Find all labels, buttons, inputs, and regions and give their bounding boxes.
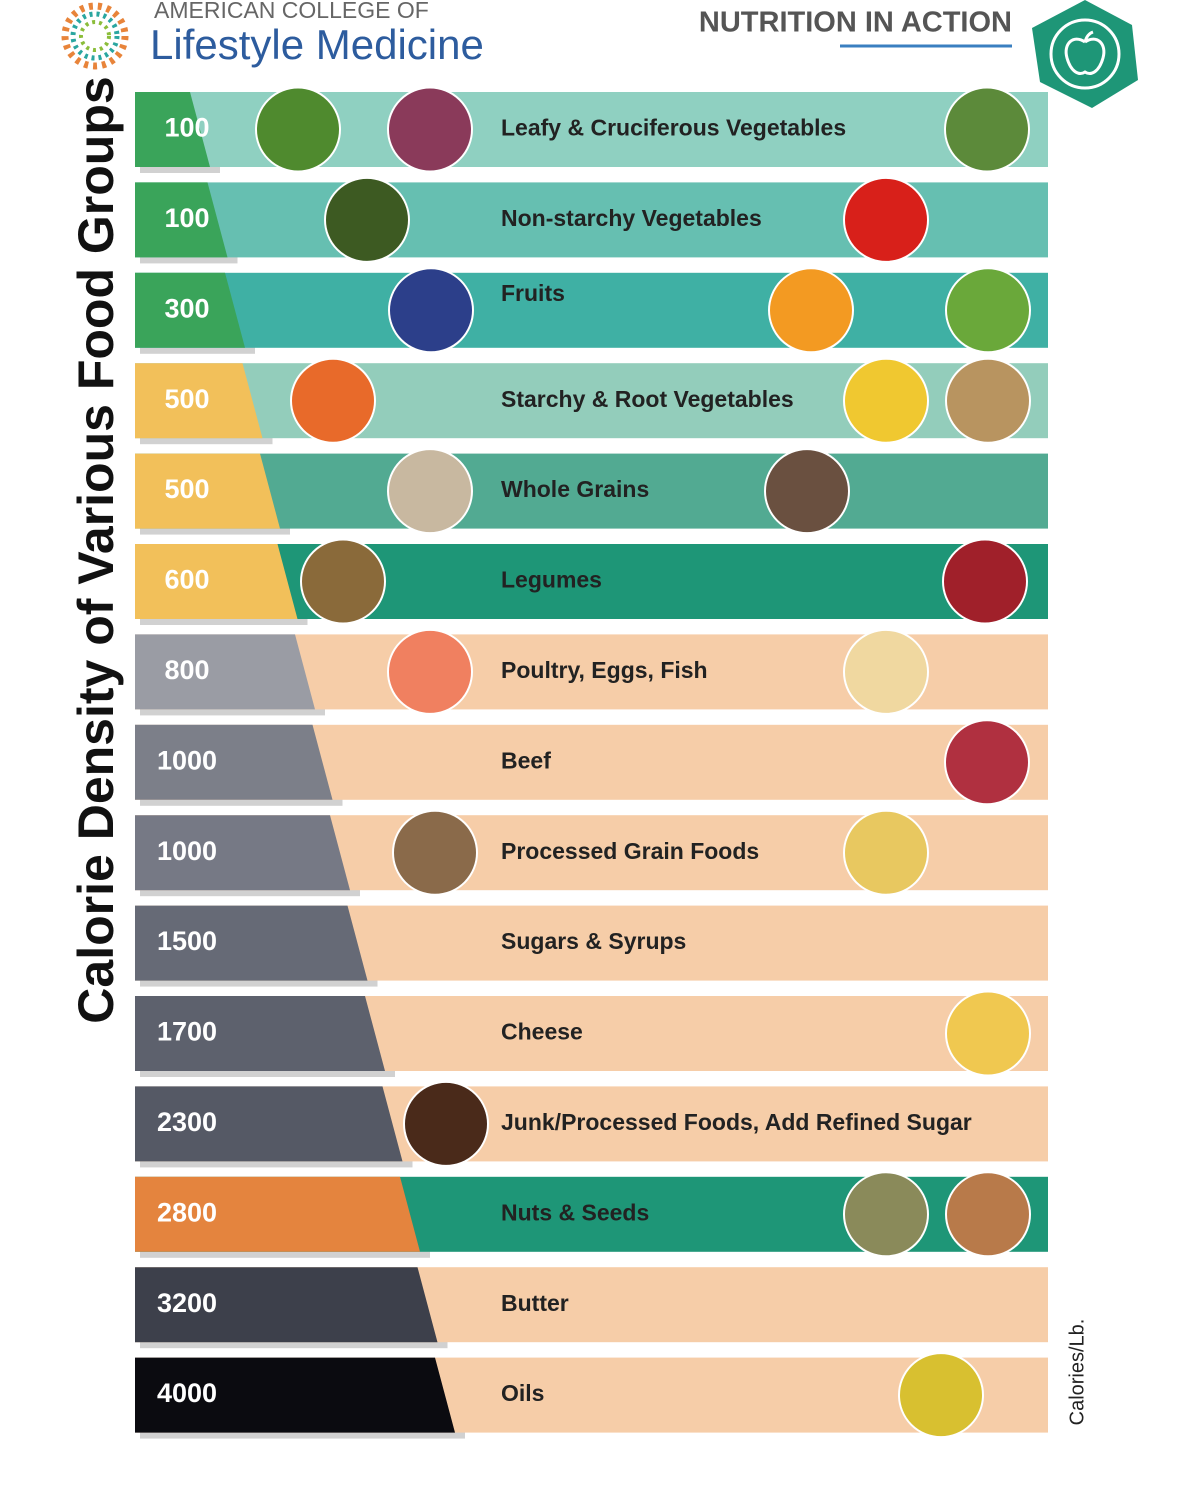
unit-label: Calories/Lb. (1066, 1319, 1088, 1426)
value-block (135, 905, 368, 981)
value-block (135, 815, 350, 891)
food-photo (843, 809, 929, 896)
food-group: Nuts & Seeds (501, 1199, 649, 1225)
food-photo (768, 267, 854, 354)
food-photo (403, 1080, 489, 1167)
calorie-value: 1000 (157, 836, 217, 866)
value-block (135, 272, 245, 348)
row-band (135, 453, 1048, 529)
calorie-value: 4000 (157, 1378, 217, 1408)
calorie-value: 600 (164, 565, 209, 595)
calorie-value: 100 (164, 203, 209, 233)
food-group: Legumes (501, 567, 602, 593)
food-photo (945, 357, 1031, 444)
food-photo (387, 628, 473, 715)
food-group: Oils (501, 1380, 544, 1406)
value-block (135, 1267, 438, 1343)
calorie-value: 1000 (157, 745, 217, 775)
food-photo (942, 538, 1028, 625)
calorie-value: 300 (164, 293, 209, 323)
calorie-value: 3200 (157, 1288, 217, 1318)
food-group: Fruits (501, 280, 565, 306)
food-group: Beef (501, 747, 551, 773)
food-photo (387, 448, 473, 535)
food-group: Leafy & Cruciferous Vegetables (501, 115, 846, 141)
logo-dots (61, 2, 129, 70)
value-block (135, 453, 280, 529)
value-block (135, 1357, 455, 1433)
food-photo (324, 176, 410, 263)
calorie-value: 2300 (157, 1107, 217, 1137)
row-band (135, 272, 1048, 348)
food-photo (387, 86, 473, 173)
food-photo (843, 357, 929, 444)
food-photo (388, 267, 474, 354)
food-photo (764, 448, 850, 535)
value-block (135, 92, 210, 167)
food-group: Whole Grains (501, 476, 649, 502)
food-group: Starchy & Root Vegetables (501, 386, 794, 412)
food-group: Cheese (501, 1019, 583, 1045)
food-group: Poultry, Eggs, Fish (501, 657, 708, 683)
value-block (135, 363, 263, 439)
value-block (135, 724, 333, 800)
badge-title: NUTRITION IN ACTION (699, 7, 1012, 39)
value-block (135, 1086, 403, 1162)
calorie-value: 1700 (157, 1017, 217, 1047)
food-photo (945, 1171, 1031, 1258)
value-block (135, 634, 315, 710)
value-block (135, 544, 298, 619)
value-block (135, 996, 385, 1071)
calorie-value: 2800 (157, 1197, 217, 1227)
org-line2: Lifestyle Medicine (150, 21, 484, 68)
food-photo (255, 86, 341, 173)
food-group: Sugars & Syrups (501, 928, 686, 954)
badge-ring (1049, 18, 1121, 90)
food-photo (300, 538, 386, 625)
food-group: Butter (501, 1290, 569, 1316)
apple-icon (1064, 30, 1106, 75)
food-photo (843, 628, 929, 715)
food-photo (945, 267, 1031, 354)
food-photo (944, 719, 1030, 806)
food-group: Junk/Processed Foods, Add Refined Sugar (501, 1109, 972, 1135)
calorie-value: 500 (164, 474, 209, 504)
badge-hexagon (1032, 0, 1138, 108)
calorie-value: 100 (164, 113, 209, 143)
calorie-value: 1500 (157, 926, 217, 956)
food-photo (944, 86, 1030, 173)
food-group: Processed Grain Foods (501, 838, 759, 864)
food-photo (392, 809, 478, 896)
calorie-value: 500 (164, 384, 209, 414)
food-photo (945, 990, 1031, 1077)
value-block (135, 1176, 420, 1252)
side-title: Calorie Density of Various Food Groups (68, 76, 124, 1023)
food-photo (290, 357, 376, 444)
food-photo (843, 176, 929, 263)
food-photo (898, 1352, 984, 1439)
org-line1: AMERICAN COLLEGE OF (154, 0, 429, 23)
value-block (135, 182, 228, 258)
food-group: Non-starchy Vegetables (501, 205, 762, 231)
food-photo (843, 1171, 929, 1258)
calorie-value: 800 (164, 655, 209, 685)
